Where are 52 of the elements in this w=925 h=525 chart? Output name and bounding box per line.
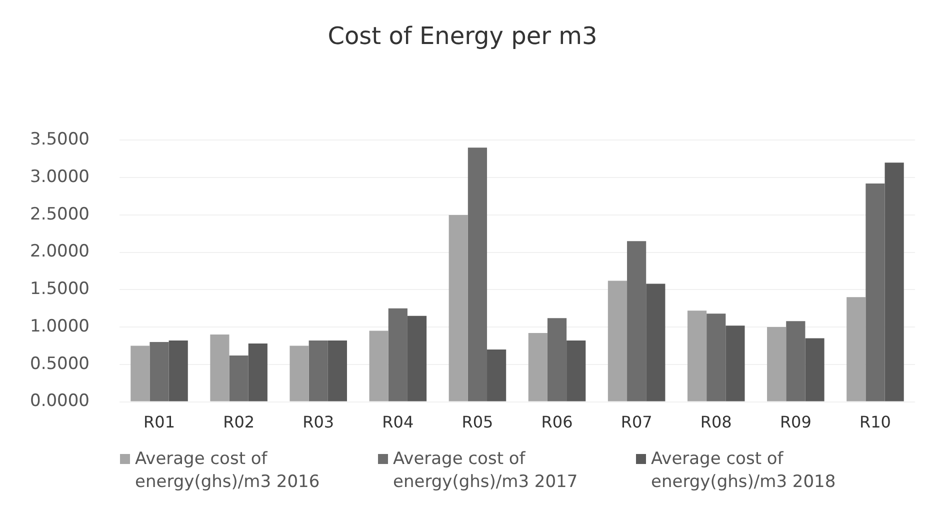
bar xyxy=(150,342,169,402)
bar xyxy=(487,349,506,402)
bar xyxy=(726,326,745,402)
bar xyxy=(248,344,268,402)
bar xyxy=(646,284,666,402)
bar xyxy=(168,340,188,402)
bar xyxy=(805,338,824,402)
bar xyxy=(547,318,567,402)
x-tick-label: R07 xyxy=(620,412,652,432)
y-tick-label: 2.0000 xyxy=(30,242,90,262)
bar xyxy=(846,297,866,402)
bar xyxy=(210,334,230,402)
bar xyxy=(566,340,586,402)
bar xyxy=(229,355,248,402)
x-tick-label: R03 xyxy=(302,412,334,432)
bar xyxy=(328,340,347,402)
y-tick-label: 1.5000 xyxy=(30,279,90,300)
bar xyxy=(468,148,488,402)
legend-label: Average cost of energy(ghs)/m3 2016 xyxy=(135,448,321,494)
x-tick-label: R02 xyxy=(223,412,255,432)
bar xyxy=(767,327,786,402)
x-tick-label: R04 xyxy=(382,412,414,432)
bar xyxy=(884,162,904,402)
x-tick-label: R09 xyxy=(780,412,812,432)
bar xyxy=(130,346,150,402)
bar xyxy=(786,321,806,402)
bar xyxy=(308,340,328,402)
chart-title: Cost of Energy per m3 xyxy=(326,22,598,50)
bar xyxy=(608,280,628,402)
x-tick-label: R10 xyxy=(859,412,891,432)
y-tick-label: 1.0000 xyxy=(30,316,90,336)
bar xyxy=(687,310,707,402)
y-tick-label: 3.5000 xyxy=(30,130,90,150)
x-tick-label: R01 xyxy=(144,412,175,432)
x-tick-label: R06 xyxy=(541,412,573,432)
bar xyxy=(706,314,726,402)
bar xyxy=(388,308,408,402)
x-tick-label: R05 xyxy=(462,412,494,432)
bar xyxy=(407,316,427,402)
legend-label: Average cost of energy(ghs)/m3 2017 xyxy=(393,448,579,494)
legend-label: Average cost of energy(ghs)/m3 2018 xyxy=(651,448,837,494)
bar xyxy=(866,184,885,402)
bar xyxy=(448,214,468,402)
bar xyxy=(627,241,646,402)
y-tick-label: 0.0000 xyxy=(30,391,90,412)
y-tick-label: 0.5000 xyxy=(30,354,90,374)
y-tick-label: 3.0000 xyxy=(30,166,90,187)
bar xyxy=(369,330,388,402)
y-tick-label: 2.5000 xyxy=(30,204,90,224)
x-tick-label: R08 xyxy=(700,412,732,432)
bar xyxy=(528,333,548,402)
bar xyxy=(290,346,309,402)
